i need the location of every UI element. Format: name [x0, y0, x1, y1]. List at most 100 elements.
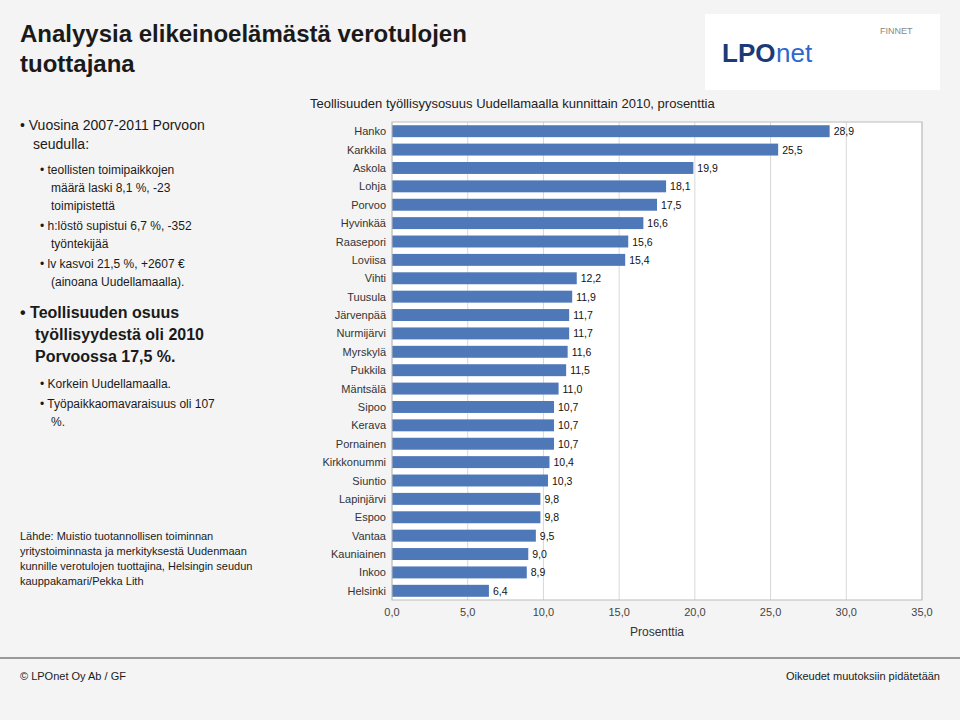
bullet-text: • teollisten toimipaikkojen [40, 163, 174, 177]
bar [392, 438, 554, 450]
data-label: 15,4 [629, 254, 650, 266]
bar [392, 493, 540, 505]
bullet-text: työntekijää [51, 237, 109, 251]
data-label: 9,0 [532, 548, 547, 560]
category-label: Loviisa [352, 254, 387, 266]
bullet-text: seudulla: [33, 136, 89, 152]
data-label: 12,2 [581, 272, 602, 284]
bullet-text: • Vuosina 2007-2011 Porvoon [20, 117, 205, 133]
data-label: 10,7 [558, 401, 579, 413]
bars [392, 125, 830, 597]
x-tick-label: 15,0 [608, 606, 629, 618]
data-label: 9,5 [540, 530, 555, 542]
bar [392, 272, 577, 284]
bar [392, 327, 569, 339]
category-label: Järvenpää [335, 309, 387, 321]
category-label: Kerava [351, 419, 387, 431]
plot-area [392, 122, 922, 600]
data-label: 9,8 [544, 493, 559, 505]
data-label: 25,5 [782, 144, 803, 156]
category-label: Vantaa [352, 530, 387, 542]
data-label: 11,9 [576, 291, 596, 303]
category-label: Vihti [365, 272, 386, 284]
heading: Analyysia elikeinoelämästä verotulojen [20, 20, 467, 47]
category-label: Hanko [354, 125, 386, 137]
heading: tuottajana [20, 50, 135, 77]
bar [392, 585, 489, 597]
source-text: Lähde: Muistio tuotannollisen toiminnan y… [20, 530, 252, 587]
bullet-text: toimipistettä [51, 199, 115, 213]
x-tick-label: 0,0 [384, 606, 399, 618]
text-line: Lähde: Muistio tuotannollisen toiminnan [20, 530, 213, 542]
data-label: 11,7 [573, 309, 593, 321]
x-tick-label: 20,0 [684, 606, 705, 618]
data-label: 19,9 [697, 162, 718, 174]
bar [392, 419, 554, 431]
category-label: Lapinjärvi [339, 493, 386, 505]
bar [392, 401, 554, 413]
x-tick-label: 35,0 [911, 606, 932, 618]
category-label: Lohja [359, 180, 387, 192]
bar [392, 254, 625, 266]
category-label: Raasepori [336, 236, 386, 248]
x-axis-label: Prosenttia [630, 625, 684, 639]
grid-line [467, 122, 468, 600]
category-label: Mäntsälä [341, 383, 387, 395]
bullet-text: • h:löstö supistui 6,7 %, -352 [40, 219, 192, 233]
bullet-text: Porvoossa 17,5 %. [35, 348, 176, 365]
data-label: 15,6 [632, 236, 653, 248]
category-label: Espoo [355, 511, 386, 523]
bar [392, 217, 643, 229]
data-label: 9,8 [544, 511, 559, 523]
bar [392, 364, 566, 376]
data-label: 10,4 [553, 456, 574, 468]
data-label: 8,9 [531, 566, 546, 578]
grid-line [543, 122, 544, 600]
data-label: 11,7 [573, 327, 593, 339]
bullet-text: (ainoana Uudellamaalla). [51, 275, 184, 289]
bar [392, 125, 830, 137]
data-label: 28,9 [834, 125, 855, 137]
grid-line [694, 122, 695, 600]
text-line: yritystoiminnasta ja merkityksestä Uuden… [20, 545, 247, 557]
x-tick-label: 30,0 [836, 606, 857, 618]
data-label: 11,6 [572, 346, 592, 358]
category-label: Sipoo [358, 401, 386, 413]
logo-text: net [776, 38, 813, 68]
bar [392, 456, 549, 468]
grid-line [770, 122, 771, 600]
category-label: Askola [353, 162, 387, 174]
x-tick-label: 5,0 [460, 606, 475, 618]
bar [392, 162, 693, 174]
chart-title: Teollisuuden työllisyysosuus Uudellamaal… [310, 96, 715, 111]
bar [392, 383, 559, 395]
category-label: Helsinki [347, 585, 386, 597]
x-tick-label: 25,0 [760, 606, 781, 618]
category-label: Kirkkonummi [322, 456, 386, 468]
logo-text: LPO [722, 38, 775, 68]
data-label: 18,1 [670, 180, 691, 192]
x-tick-label: 10,0 [533, 606, 554, 618]
bar [392, 236, 628, 248]
bar [392, 346, 568, 358]
bar [392, 548, 528, 560]
bullet-text: • lv kasvoi 21,5 %, +2607 € [40, 257, 185, 271]
footer-text: © LPOnet Oy Ab / GF [20, 670, 126, 682]
bar [392, 475, 548, 487]
data-label: 10,7 [558, 438, 579, 450]
bullet-text: työllisyydestä oli 2010 [35, 326, 204, 343]
category-label: Inkoo [359, 566, 386, 578]
logo-box [705, 14, 940, 90]
category-label: Kauniainen [331, 548, 386, 560]
background [0, 0, 960, 720]
category-label: Pukkila [351, 364, 387, 376]
category-label: Pornainen [336, 438, 386, 450]
bar [392, 566, 527, 578]
plot-frame [392, 122, 922, 600]
bar [392, 144, 778, 156]
page: Analyysia elikeinoelämästä verotulojen tu… [0, 0, 960, 720]
data-label: 6,4 [493, 585, 508, 597]
category-label: Nurmijärvi [337, 327, 387, 339]
data-label: 11,0 [563, 383, 583, 395]
category-label: Hyvinkää [341, 217, 387, 229]
